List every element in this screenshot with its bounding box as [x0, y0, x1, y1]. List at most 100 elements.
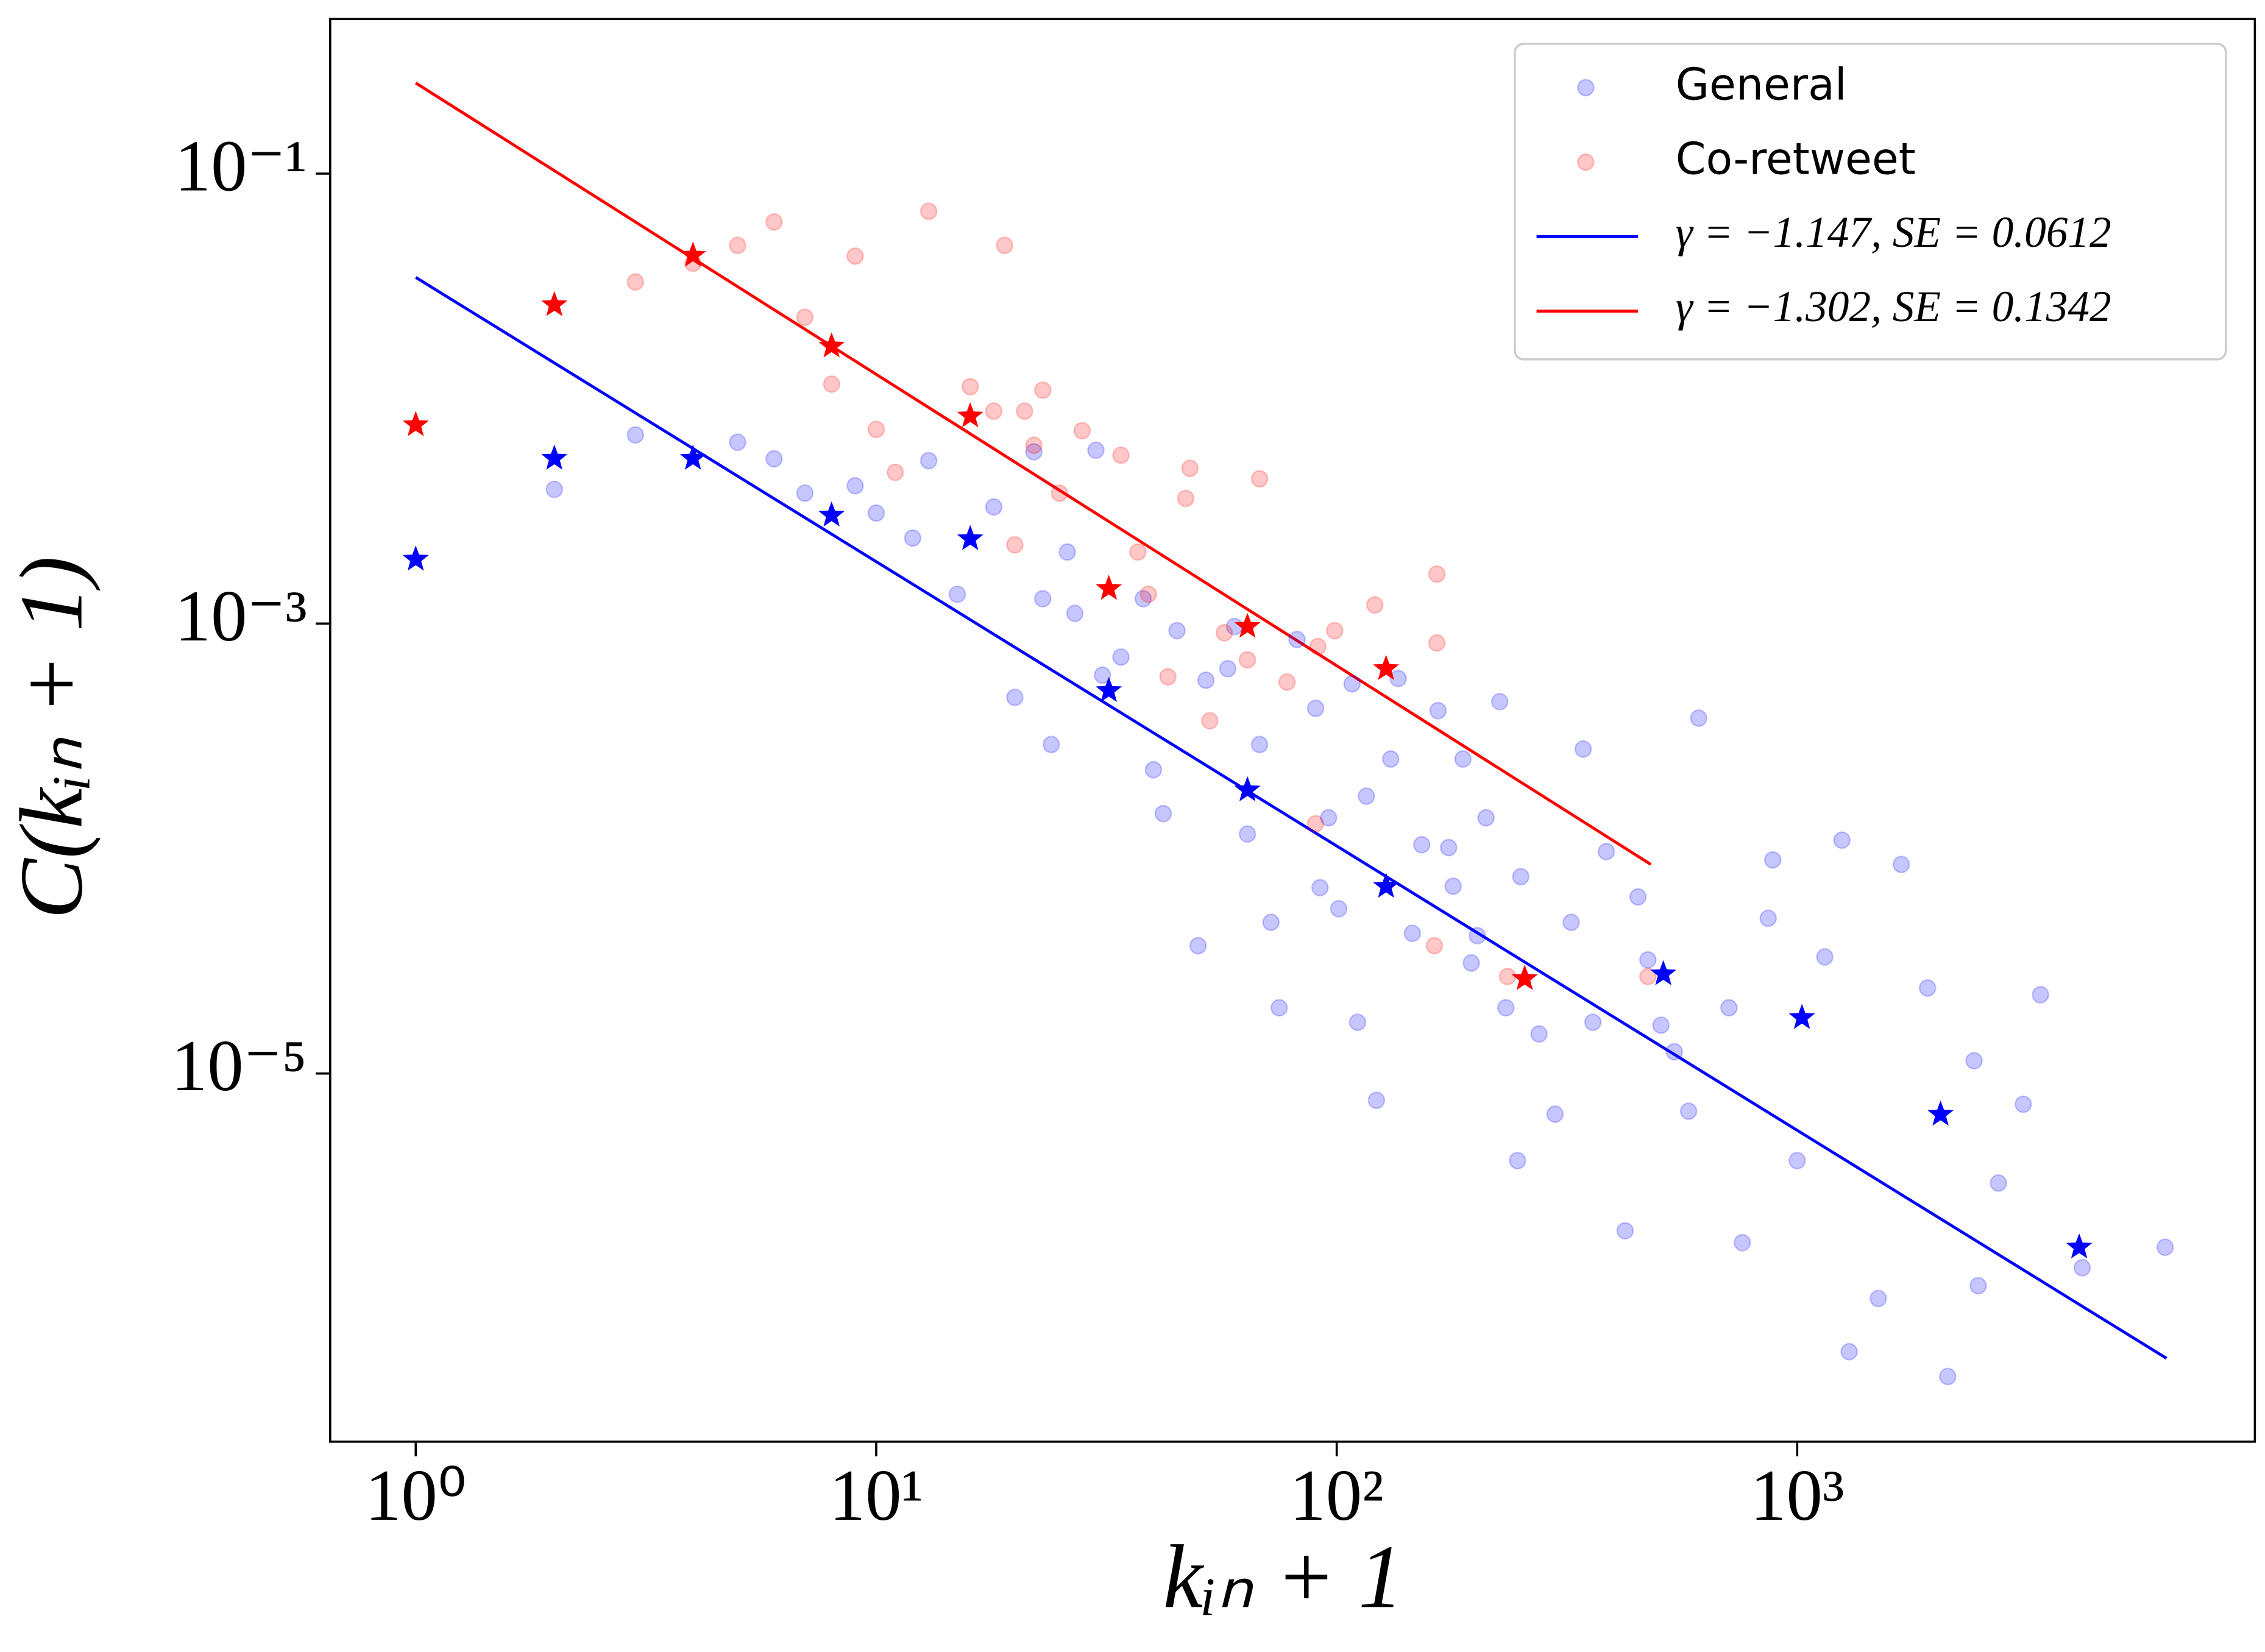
point: [1512, 868, 1529, 886]
binned-mean: [679, 241, 706, 267]
point: [1454, 750, 1472, 768]
point: [1168, 622, 1186, 640]
point: [1639, 968, 1657, 985]
y-axis-label: C(kᵢₙ + 1): [2, 556, 101, 920]
point: [1306, 815, 1325, 833]
point: [1816, 948, 1834, 966]
binned-mean: [1373, 654, 1400, 680]
x-tick-label: 10³: [1750, 1455, 1844, 1536]
legend-label: γ = −1.302, SE = 0.1342: [1676, 283, 2111, 331]
point: [985, 402, 1003, 420]
point: [1309, 637, 1327, 656]
point: [1892, 856, 1910, 873]
point: [1016, 402, 1033, 420]
point: [1112, 648, 1130, 666]
point: [1343, 675, 1361, 693]
point: [996, 236, 1013, 255]
y-tick-label: 10⁻¹: [175, 126, 307, 207]
binned-mean: [679, 444, 706, 470]
point: [1477, 809, 1495, 827]
point: [1639, 951, 1657, 969]
point: [1326, 622, 1344, 640]
point: [2156, 1238, 2174, 1257]
point: [1562, 913, 1580, 931]
point: [796, 484, 814, 502]
legend-label: General: [1676, 59, 1847, 110]
point: [1025, 443, 1043, 461]
point: [2032, 986, 2049, 1004]
point: [1181, 459, 1199, 477]
point: [1197, 671, 1215, 689]
point: [1093, 666, 1111, 684]
binned-mean: [1511, 965, 1538, 990]
point: [846, 477, 864, 495]
binned-mean: [1927, 1101, 1954, 1126]
binned-mean: [541, 291, 568, 316]
legend-swatch: [1577, 79, 1595, 97]
binned-mean: [2066, 1233, 2093, 1259]
point: [1311, 879, 1329, 897]
point: [1058, 543, 1076, 561]
point: [1006, 536, 1024, 554]
point: [1034, 381, 1052, 399]
point: [765, 450, 783, 468]
point: [1042, 736, 1060, 754]
point: [1584, 1013, 1602, 1031]
binned-mean: [402, 545, 429, 571]
point: [920, 452, 938, 470]
point: [1250, 736, 1269, 754]
legend-frame: [1514, 43, 2227, 361]
point: [545, 480, 563, 498]
point: [1720, 999, 1738, 1017]
point: [1428, 634, 1446, 652]
point: [1498, 968, 1517, 985]
x-tick-label: 10¹: [829, 1455, 923, 1536]
point: [729, 236, 746, 255]
point: [867, 504, 885, 522]
point: [1759, 909, 1777, 927]
point: [1403, 924, 1422, 942]
point: [1270, 999, 1288, 1017]
point: [1616, 1222, 1634, 1240]
point: [1969, 1277, 1987, 1295]
x-tick-label: 10²: [1289, 1455, 1383, 1536]
point: [1262, 913, 1280, 931]
point: [1238, 651, 1257, 669]
point: [1965, 1052, 1983, 1070]
point: [626, 426, 645, 444]
y-tick-label: 10⁻⁵: [171, 1026, 307, 1107]
point: [920, 202, 938, 221]
legend-swatch: [1577, 153, 1595, 171]
point: [1574, 740, 1592, 758]
binned-mean: [1096, 575, 1122, 600]
point: [1087, 441, 1105, 459]
point: [1034, 590, 1052, 608]
point: [1366, 596, 1384, 614]
point: [1833, 831, 1851, 849]
point: [1497, 999, 1515, 1017]
point: [1469, 927, 1486, 945]
point: [1129, 543, 1147, 561]
point: [1319, 809, 1338, 827]
point: [2015, 1095, 2032, 1113]
fit-line: [414, 276, 2168, 1360]
point: [1189, 937, 1207, 955]
point: [1140, 585, 1157, 603]
point: [1990, 1174, 2007, 1192]
point: [1546, 1105, 1564, 1123]
binned-mean: [541, 444, 568, 470]
point: [867, 420, 885, 439]
point: [1530, 1025, 1548, 1043]
point: [1238, 825, 1257, 843]
point: [948, 585, 966, 603]
point: [1652, 1016, 1670, 1034]
point: [1025, 436, 1043, 455]
point: [729, 433, 746, 452]
point: [1066, 604, 1084, 622]
binned-mean: [1788, 1004, 1815, 1029]
point: [904, 529, 922, 547]
point: [1215, 624, 1233, 642]
point: [1349, 1013, 1367, 1031]
